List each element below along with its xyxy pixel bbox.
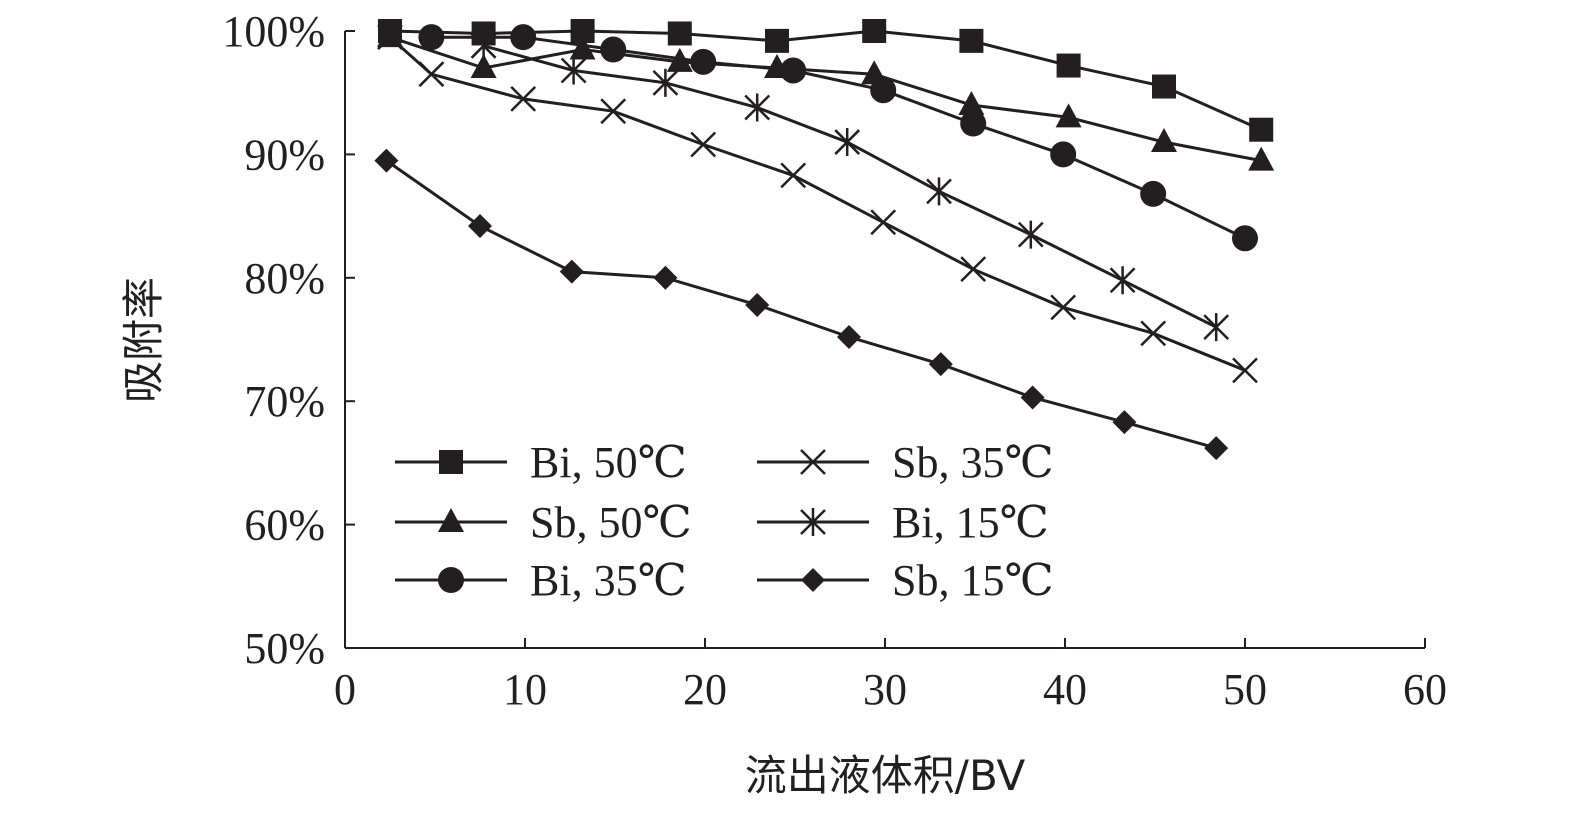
data-point xyxy=(510,24,537,51)
data-point xyxy=(1248,146,1275,171)
y-tick-label: 80% xyxy=(244,254,325,303)
data-point xyxy=(418,61,445,88)
data-point xyxy=(837,325,861,350)
x-tick-label: 20 xyxy=(683,665,727,714)
data-point xyxy=(1232,225,1258,252)
data-point xyxy=(870,209,897,236)
legend-item: Sb, 35℃ xyxy=(757,438,1054,487)
data-point xyxy=(780,162,807,189)
data-point xyxy=(870,77,897,104)
data-point xyxy=(510,85,537,112)
y-tick-label: 100% xyxy=(222,7,325,56)
data-point xyxy=(652,68,679,97)
data-point xyxy=(600,98,627,125)
legend-marker xyxy=(438,567,464,593)
data-point xyxy=(690,48,717,75)
legend-label: Sb, 50℃ xyxy=(530,498,692,547)
data-point xyxy=(560,56,587,85)
data-point xyxy=(744,93,771,122)
data-point xyxy=(1020,385,1045,410)
data-point xyxy=(959,28,984,53)
data-point xyxy=(834,128,861,157)
data-point xyxy=(1055,103,1082,128)
data-point xyxy=(1203,313,1230,342)
legend-item: Bi, 50℃ xyxy=(395,438,687,487)
x-axis-title: 流出液体积/BV xyxy=(745,751,1026,800)
data-point xyxy=(667,21,692,46)
legend-label: Sb, 15℃ xyxy=(892,556,1054,605)
legend-label: Bi, 15℃ xyxy=(892,498,1049,547)
legend-marker xyxy=(438,508,464,532)
legend-marker xyxy=(800,508,826,536)
series-line xyxy=(483,44,1217,329)
series-layer xyxy=(374,19,1275,461)
legend-label: Bi, 50℃ xyxy=(530,438,687,487)
series-bi-35-line-group xyxy=(418,24,1258,252)
y-tick-label: 90% xyxy=(244,130,325,179)
data-point xyxy=(745,292,770,317)
data-point xyxy=(765,28,789,53)
data-point xyxy=(926,177,952,206)
data-point xyxy=(690,131,717,158)
data-point xyxy=(1232,357,1258,384)
series-sb-35-line-group xyxy=(377,24,1258,384)
series-line xyxy=(389,36,1246,372)
y-tick-label: 60% xyxy=(244,501,325,550)
data-point xyxy=(960,256,987,283)
x-tick-label: 60 xyxy=(1403,665,1447,714)
data-point xyxy=(1140,320,1167,347)
data-point xyxy=(928,352,953,377)
legend-item: Bi, 15℃ xyxy=(757,498,1049,547)
data-point xyxy=(1050,141,1077,168)
legend-marker xyxy=(439,450,463,474)
data-point xyxy=(1152,74,1176,99)
data-point xyxy=(653,265,678,290)
y-axis-title: 吸附率 xyxy=(119,277,168,403)
data-point xyxy=(1140,180,1167,207)
data-point xyxy=(418,24,445,51)
x-tick-label: 10 xyxy=(503,665,547,714)
data-point xyxy=(1050,294,1077,321)
legend-label: Bi, 35℃ xyxy=(530,556,687,605)
legend: Bi, 50℃ Sb, 50℃ Bi, 35℃ Sb, 35℃ Bi, 15℃ Sb, 1… xyxy=(395,438,1054,605)
legend-item: Sb, 15℃ xyxy=(757,556,1054,605)
data-point xyxy=(1204,436,1229,461)
y-ticks: 50% 60% 70% 80% 90% 100% xyxy=(222,7,355,673)
data-point xyxy=(377,24,403,51)
data-point xyxy=(1109,266,1136,295)
data-point xyxy=(1112,410,1137,435)
legend-marker xyxy=(800,449,826,475)
data-point xyxy=(1056,53,1081,78)
data-point xyxy=(559,259,584,284)
data-point xyxy=(374,148,399,173)
x-tick-label: 40 xyxy=(1043,665,1087,714)
data-point xyxy=(470,31,497,60)
data-point xyxy=(600,36,627,63)
data-point xyxy=(958,91,985,116)
data-point xyxy=(470,54,497,79)
legend-item: Sb, 50℃ xyxy=(395,498,692,547)
y-tick-label: 50% xyxy=(244,624,325,673)
data-point xyxy=(1151,128,1177,153)
data-point xyxy=(569,35,596,60)
data-point xyxy=(1017,220,1044,249)
data-point xyxy=(862,19,887,43)
series-line xyxy=(431,35,1246,240)
data-point xyxy=(1249,117,1274,142)
x-tick-label: 50 xyxy=(1223,665,1267,714)
legend-item: Bi, 35℃ xyxy=(395,556,687,605)
y-tick-label: 70% xyxy=(244,377,325,426)
series-bi-15-line-group xyxy=(470,31,1230,342)
data-point xyxy=(960,110,987,137)
data-point xyxy=(780,57,807,84)
x-ticks: 0 10 20 30 40 50 60 xyxy=(334,638,1447,714)
x-tick-label: 30 xyxy=(863,665,907,714)
legend-marker xyxy=(801,568,825,592)
x-tick-label: 0 xyxy=(334,665,356,714)
data-point xyxy=(468,213,492,238)
series-sb-15-line-group xyxy=(374,148,1229,461)
legend-label: Sb, 35℃ xyxy=(892,438,1054,487)
series-line xyxy=(385,159,1217,450)
